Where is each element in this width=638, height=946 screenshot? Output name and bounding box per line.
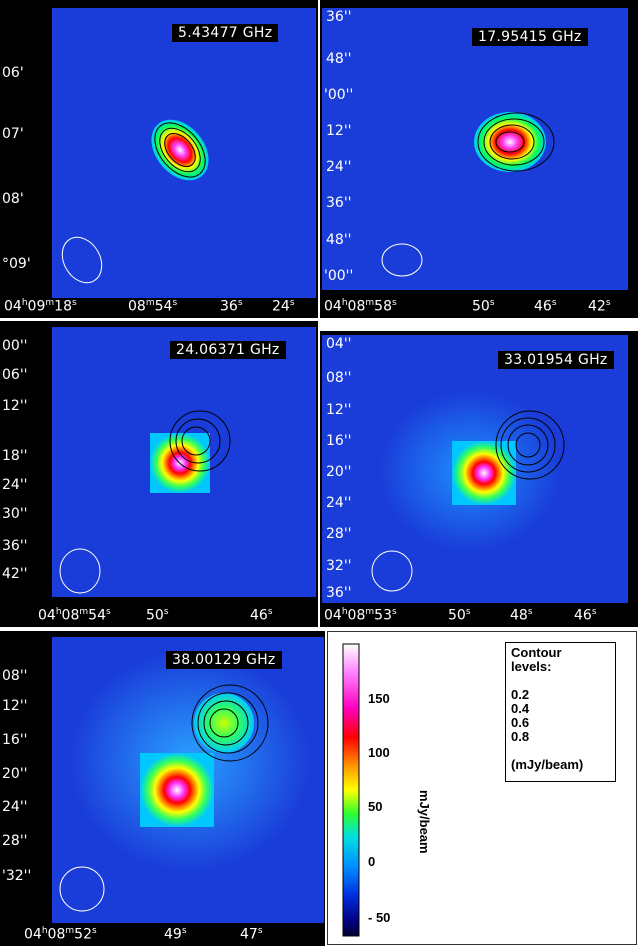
x-tick: 47s bbox=[240, 926, 263, 943]
y-tick: 07' bbox=[2, 126, 24, 142]
frequency-label: 38.00129 GHz bbox=[166, 651, 282, 669]
x-tick: 04h08m54s bbox=[38, 607, 111, 624]
map-panel-3: 24.06371 GHz 00'' 06'' 12'' 18'' 24'' 30… bbox=[0, 321, 318, 627]
y-tick: 32'' bbox=[326, 558, 352, 574]
contour-level: 0.2 bbox=[511, 687, 530, 702]
y-tick: 08'' bbox=[2, 668, 28, 684]
radio-map-1 bbox=[52, 8, 316, 298]
y-tick: 24'' bbox=[326, 159, 352, 175]
contour-level: 0.8 bbox=[511, 729, 530, 744]
x-tick: 04h08m52s bbox=[24, 926, 97, 943]
colorbar-unit-label: mJy/beam bbox=[417, 790, 432, 854]
y-tick: 24'' bbox=[2, 477, 28, 493]
x-tick: 04h08m58s bbox=[324, 298, 397, 315]
contour-level: 0.6 bbox=[511, 715, 530, 730]
colorbar-tick: 150 bbox=[368, 691, 390, 706]
x-tick: 04h09m18s bbox=[4, 298, 77, 315]
y-tick: 30'' bbox=[2, 506, 28, 522]
map-panel-5: 38.00129 GHz 08'' 12'' 16'' 20'' 24'' 28… bbox=[0, 631, 325, 946]
radio-map-4 bbox=[322, 335, 628, 603]
y-tick: '32'' bbox=[2, 868, 32, 884]
y-tick: 48'' bbox=[326, 232, 352, 248]
y-tick: 28'' bbox=[326, 526, 352, 542]
y-tick: 16'' bbox=[326, 433, 352, 449]
y-tick: 12'' bbox=[2, 698, 28, 714]
y-tick: 12'' bbox=[326, 123, 352, 139]
frequency-label: 5.43477 GHz bbox=[172, 24, 279, 42]
colorbar-tick: 100 bbox=[368, 745, 390, 760]
y-tick: '00'' bbox=[324, 87, 354, 103]
y-tick: '00'' bbox=[324, 268, 354, 284]
y-tick: 06' bbox=[2, 65, 24, 81]
colorbar-tick: - 50 bbox=[368, 910, 391, 925]
x-axis: 04h09m18s 08m54s 36s 24s bbox=[0, 294, 318, 318]
colorbar-tick: 50 bbox=[368, 799, 383, 814]
y-tick: °09' bbox=[2, 256, 31, 272]
x-tick: 46s bbox=[250, 607, 273, 624]
x-tick: 50s bbox=[448, 607, 471, 624]
y-tick: 08'' bbox=[326, 370, 352, 386]
x-tick: 24s bbox=[272, 298, 295, 315]
y-tick: 16'' bbox=[2, 732, 28, 748]
x-tick: 48s bbox=[510, 607, 533, 624]
contour-legend-title: Contour levels: bbox=[511, 645, 562, 674]
frequency-label: 24.06371 GHz bbox=[170, 341, 286, 359]
frequency-label: 33.01954 GHz bbox=[498, 351, 614, 369]
y-tick: 12'' bbox=[326, 402, 352, 418]
y-tick: 42'' bbox=[2, 566, 28, 582]
y-tick: 12'' bbox=[2, 398, 28, 414]
x-tick: 42s bbox=[588, 298, 611, 315]
y-tick: 36'' bbox=[326, 195, 352, 211]
contour-unit: (mJy/beam) bbox=[511, 757, 584, 772]
y-tick: 28'' bbox=[2, 833, 28, 849]
y-tick: 24'' bbox=[2, 799, 28, 815]
contour-level: 0.4 bbox=[511, 701, 530, 716]
y-tick: 20'' bbox=[2, 766, 28, 782]
y-tick: 36'' bbox=[2, 538, 28, 554]
colorbar bbox=[342, 643, 360, 937]
x-tick: 49s bbox=[164, 926, 187, 943]
x-tick: 08m54s bbox=[128, 298, 178, 315]
x-axis: 04h08m54s 50s 46s bbox=[0, 603, 318, 627]
radio-map-5 bbox=[52, 637, 324, 923]
x-axis: 04h08m52s 49s 47s bbox=[0, 922, 325, 946]
x-tick: 46s bbox=[534, 298, 557, 315]
frequency-label: 17.95415 GHz bbox=[472, 28, 588, 46]
y-tick: 36'' bbox=[326, 585, 352, 601]
y-tick: 04'' bbox=[326, 336, 352, 352]
y-tick: 36'' bbox=[326, 9, 352, 25]
y-tick: 06'' bbox=[2, 367, 28, 383]
map-panel-1: 5.43477 GHz 06' 07' 08' °09' 04h09m18s 0… bbox=[0, 0, 318, 318]
y-tick: 08' bbox=[2, 191, 24, 207]
x-tick: 50s bbox=[472, 298, 495, 315]
contour-legend: Contour levels: 0.2 0.4 0.6 0.8 (mJy/bea… bbox=[505, 642, 616, 782]
radio-map-3 bbox=[52, 327, 316, 597]
x-axis: 04h08m58s 50s 46s 42s bbox=[320, 294, 638, 318]
x-tick: 04h08m53s bbox=[324, 607, 397, 624]
y-tick: 48'' bbox=[326, 51, 352, 67]
map-panel-2: 17.95415 GHz 36'' 48'' '00'' 12'' 24'' 3… bbox=[320, 0, 638, 318]
radio-map-2 bbox=[322, 8, 628, 290]
y-tick: 18'' bbox=[2, 448, 28, 464]
y-tick: 00'' bbox=[2, 338, 28, 354]
x-tick: 36s bbox=[220, 298, 243, 315]
x-axis: 04h08m53s 50s 48s 46s bbox=[320, 603, 638, 627]
x-tick: 50s bbox=[146, 607, 169, 624]
colorbar-tick: 0 bbox=[368, 854, 376, 869]
y-tick: 20'' bbox=[326, 464, 352, 480]
x-tick: 46s bbox=[574, 607, 597, 624]
map-panel-4: 33.01954 GHz 04'' 08'' 12'' 16'' 20'' 24… bbox=[320, 331, 638, 627]
y-tick: 24'' bbox=[326, 495, 352, 511]
